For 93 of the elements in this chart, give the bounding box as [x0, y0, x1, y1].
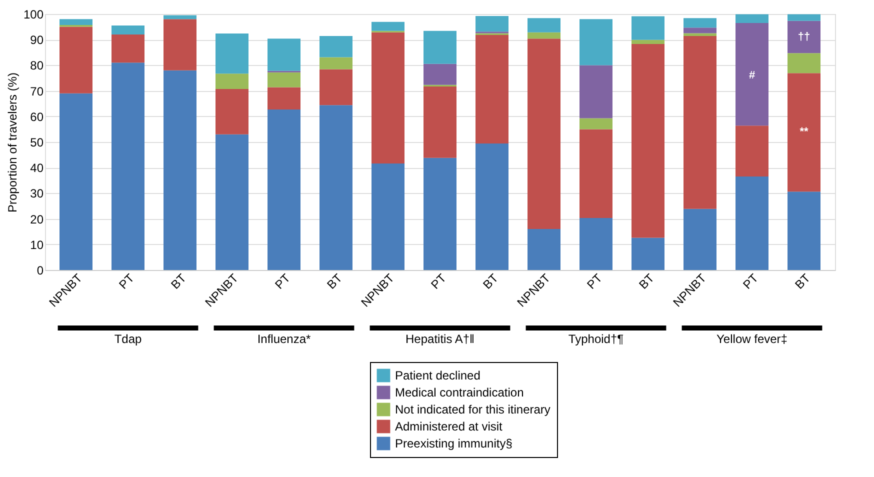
- bar: [580, 218, 612, 270]
- y-tick-label: 40: [30, 161, 44, 176]
- y-axis-title: Proportion of travelers (%): [5, 72, 20, 213]
- x-tick-label: PT: [428, 270, 450, 292]
- y-tick-label: 100: [23, 8, 44, 22]
- bar: [736, 14, 768, 23]
- bar: [164, 70, 196, 270]
- bar: [580, 118, 612, 130]
- bar: [216, 134, 248, 270]
- bar: [112, 26, 144, 34]
- x-tick-label: PT: [272, 270, 294, 292]
- bar: [528, 18, 560, 32]
- text: Tdap: [114, 332, 142, 346]
- bar: [320, 57, 352, 70]
- y-tick-label: 80: [30, 58, 44, 73]
- text: Yellow fever‡: [716, 332, 788, 346]
- x-tick-label: BT: [168, 270, 190, 292]
- bar: [320, 105, 352, 270]
- bar: [372, 164, 404, 270]
- y-tick-label: 10: [30, 238, 44, 252]
- y-tick-label: 20: [30, 212, 44, 226]
- bar: [60, 19, 92, 26]
- bar: [580, 65, 612, 118]
- bar: [268, 87, 300, 110]
- bar: [372, 32, 404, 164]
- bar: [268, 72, 300, 88]
- y-tick-label: 50: [30, 136, 44, 150]
- legend-label: Preexisting immunity§: [395, 436, 512, 450]
- text: Typhoid†¶: [568, 332, 624, 346]
- bar: [424, 158, 456, 270]
- text: Hepatitis A†‖: [406, 332, 474, 346]
- bar: [528, 229, 560, 270]
- annotation: ††: [798, 31, 810, 44]
- y-tick-label: 0: [36, 264, 44, 278]
- annotation: **: [800, 126, 809, 138]
- x-tick-label: PT: [116, 270, 138, 292]
- bar: [684, 33, 716, 36]
- bar: [60, 26, 92, 94]
- bar: [684, 18, 716, 28]
- bar: [736, 126, 768, 177]
- text: Influenza*: [257, 332, 312, 346]
- bar: [632, 40, 664, 44]
- x-tick-label: BT: [636, 270, 658, 292]
- bar: [788, 20, 820, 54]
- bar: [164, 15, 196, 20]
- bar: [424, 86, 456, 158]
- bar: [424, 64, 456, 85]
- bar: [788, 73, 820, 192]
- legend-label: Medical contraindication: [395, 386, 524, 400]
- bar: [424, 30, 456, 64]
- bar: [268, 109, 300, 270]
- bar: [788, 14, 820, 21]
- bar: [216, 33, 248, 74]
- bar: [372, 22, 404, 31]
- bar: [528, 32, 560, 39]
- x-tick-label: BT: [480, 270, 502, 292]
- bar: [788, 53, 820, 74]
- legend-label: Patient declined: [395, 368, 480, 382]
- y-tick-label: 60: [30, 110, 44, 124]
- bar: [268, 38, 300, 71]
- bar: [320, 36, 352, 58]
- bar: [788, 192, 820, 270]
- y-tick-label: 90: [30, 33, 44, 48]
- bar: [476, 144, 508, 270]
- bar: [684, 36, 716, 209]
- bar: [684, 208, 716, 270]
- annotation: #: [748, 69, 756, 82]
- bar: [632, 44, 664, 238]
- bar: [216, 89, 248, 134]
- bar: [320, 69, 352, 106]
- x-tick-label: BT: [792, 270, 814, 292]
- bar: [736, 176, 768, 270]
- bar: [216, 74, 248, 90]
- bar: [476, 34, 508, 144]
- bar: [476, 16, 508, 32]
- bar: [580, 19, 612, 66]
- y-tick-label: 70: [30, 84, 44, 98]
- bar: [684, 28, 716, 34]
- bar: [528, 38, 560, 230]
- bar: [736, 22, 768, 126]
- bar: [632, 16, 664, 40]
- y-tick-label: 30: [30, 186, 44, 201]
- bar: [580, 129, 612, 218]
- x-tick-label: BT: [324, 270, 346, 292]
- legend-label: Administered at visit: [395, 420, 504, 434]
- bar: [60, 93, 92, 270]
- x-tick-label: PT: [740, 270, 762, 292]
- legend-label: Not indicated for this itinerary: [395, 402, 550, 416]
- bar: [112, 62, 144, 270]
- bar: [164, 19, 196, 70]
- bar: [632, 238, 664, 270]
- x-tick-label: PT: [584, 270, 606, 292]
- bar: [112, 34, 144, 63]
